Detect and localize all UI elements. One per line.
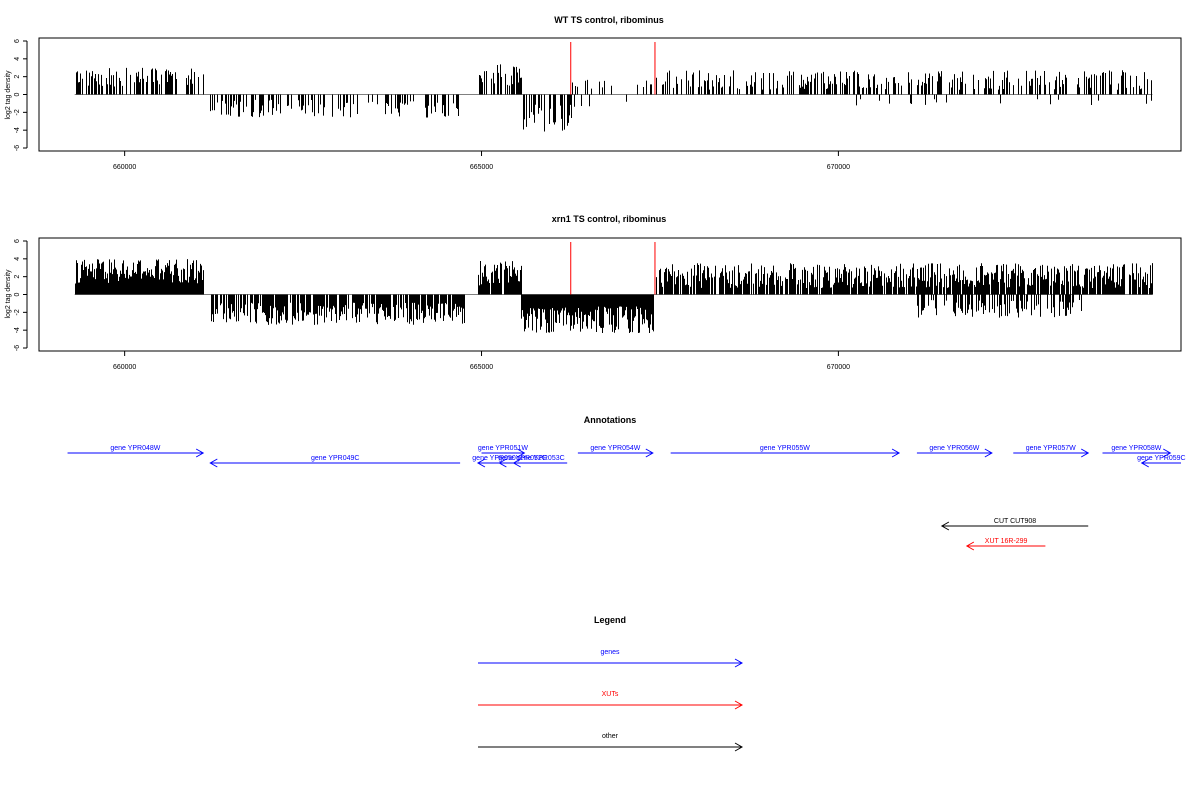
y-tick-label: 2: [14, 75, 21, 79]
density-bars: [74, 64, 1153, 132]
feature-arrow: CUT CUT908: [940, 518, 1089, 531]
legend: Legend genes XUTs other: [478, 615, 744, 752]
y-tick-label: -2: [14, 109, 21, 115]
feature-label: gene YPR058W: [1111, 445, 1161, 452]
feature-label: gene YPR054W: [590, 445, 640, 452]
legend-items: genes XUTs other: [478, 649, 744, 752]
feature-arrow: gene YPR059C: [1137, 455, 1186, 468]
legend-item: other: [478, 733, 744, 752]
feature-label: gene YPR052C: [498, 455, 547, 462]
x-tick-label: 660000: [113, 164, 136, 171]
legend-arrowhead: [734, 742, 744, 752]
feature-arrowhead: [1140, 458, 1149, 468]
feature-label: XUT 16R-299: [985, 538, 1028, 545]
legend-label: genes: [600, 649, 620, 656]
feature-arrowhead: [498, 458, 507, 468]
feature-arrow: gene YPR056W: [916, 445, 993, 458]
feature-arrow: gene YPR053C: [512, 455, 568, 468]
plot-frame: [38, 237, 1182, 352]
y-axis: 6 4 2 0 -2 -4 -6: [14, 239, 28, 351]
plot-frame: [38, 37, 1182, 152]
legend-arrowhead: [734, 658, 744, 668]
feature-label: gene YPR053C: [516, 455, 565, 462]
y-tick-label: -6: [14, 345, 21, 351]
feature-arrow: gene YPR057W: [1013, 445, 1090, 458]
feature-label: gene YPR048W: [110, 445, 160, 452]
marker-lines: [570, 242, 656, 295]
marker-lines: [570, 42, 656, 95]
feature-arrows: gene YPR048W gene YPR049C gene YPR051W gene…: [67, 445, 1186, 551]
xrn1-density-panel: xrn1 TS control, ribominus log2 tag dens…: [5, 214, 1182, 371]
y-tick-label: 0: [14, 292, 21, 296]
feature-label: gene YPR056W: [929, 445, 979, 452]
feature-label: gene YPR059C: [1137, 455, 1186, 462]
y-tick-label: 6: [14, 39, 21, 43]
feature-label: gene YPR051W: [478, 445, 528, 452]
feature-arrow: gene YPR049C: [209, 455, 461, 468]
annotations-title: Annotations: [584, 415, 637, 425]
feature-arrow: gene YPR055W: [670, 445, 901, 458]
legend-label: other: [602, 733, 619, 740]
y-tick-label: 2: [14, 275, 21, 279]
feature-label: CUT CUT908: [994, 518, 1036, 525]
feature-arrowhead: [476, 458, 486, 468]
feature-arrowhead: [645, 448, 654, 458]
panel-title: xrn1 TS control, ribominus: [552, 214, 667, 224]
y-tick-label: 6: [14, 239, 21, 243]
panel-title: WT TS control, ribominus: [554, 15, 664, 25]
x-tick-label: 660000: [113, 364, 136, 371]
feature-arrowhead: [209, 458, 218, 468]
y-tick-label: -4: [14, 127, 21, 133]
legend-arrowhead: [734, 700, 744, 710]
density-bars: [74, 259, 1153, 334]
x-tick-label: 670000: [827, 164, 850, 171]
feature-arrowhead: [891, 448, 901, 458]
feature-arrowhead: [195, 448, 205, 458]
x-tick-label: 665000: [470, 164, 493, 171]
x-tick-label: 665000: [470, 364, 493, 371]
y-axis-label: log2 tag density: [5, 70, 12, 120]
y-tick-label: 0: [14, 92, 21, 96]
x-axis: 660000 665000 670000: [113, 351, 850, 371]
legend-title: Legend: [594, 615, 626, 625]
y-tick-label: -6: [14, 145, 21, 151]
feature-arrow: gene YPR058W: [1102, 445, 1172, 458]
feature-label: gene YPR050: [472, 455, 516, 462]
feature-label: gene YPR055W: [760, 445, 810, 452]
y-tick-label: -4: [14, 327, 21, 333]
legend-label: XUTs: [602, 691, 619, 698]
x-axis: 660000 665000 670000: [113, 151, 850, 171]
legend-item: XUTs: [478, 691, 744, 710]
feature-arrowhead: [965, 541, 975, 551]
y-tick-label: 4: [14, 257, 21, 261]
legend-item: genes: [478, 649, 744, 668]
x-tick-label: 670000: [827, 364, 850, 371]
y-tick-label: -2: [14, 309, 21, 315]
feature-arrow: gene YPR051W: [478, 445, 528, 458]
feature-label: gene YPR049C: [311, 455, 360, 462]
feature-arrowhead: [1163, 448, 1172, 458]
feature-arrowhead: [512, 458, 521, 468]
y-axis-label: log2 tag density: [5, 269, 12, 319]
feature-arrow: XUT 16R-299: [965, 538, 1046, 551]
feature-arrowhead: [1080, 448, 1090, 458]
y-tick-label: 4: [14, 57, 21, 61]
feature-label: gene YPR057W: [1026, 445, 1076, 452]
wt-density-panel: WT TS control, ribominus log2 tag densit…: [5, 15, 1182, 171]
feature-arrowhead: [940, 521, 950, 531]
y-axis: 6 4 2 0 -2 -4 -6: [14, 39, 28, 151]
feature-arrow: gene YPR048W: [67, 445, 205, 458]
feature-arrow: gene YPR054W: [577, 445, 654, 458]
feature-arrowhead: [984, 448, 993, 458]
feature-arrowhead: [517, 448, 526, 458]
